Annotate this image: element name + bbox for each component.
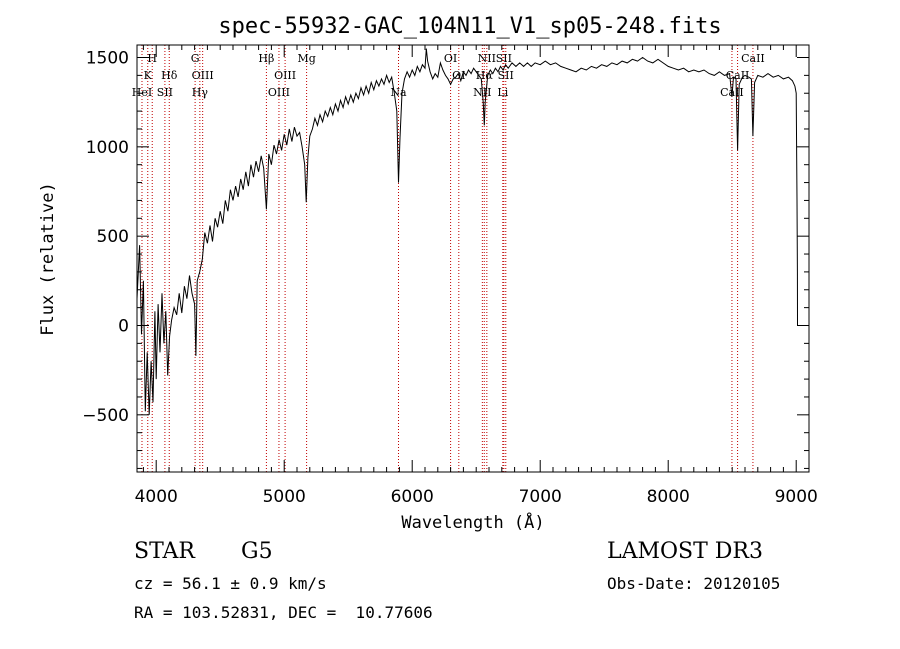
redshift-value: cz = 56.1 ± 0.9 km/s — [134, 574, 327, 593]
spectral-line-label: SII — [498, 69, 514, 82]
object-class: STAR — [134, 539, 195, 564]
x-axis-label: Wavelength (Å) — [401, 511, 544, 533]
x-tick-label: 8000 — [647, 487, 690, 507]
spectral-line-label: OIII — [274, 69, 296, 82]
object-subclass: G5 — [241, 539, 273, 564]
y-tick-label: 500 — [97, 227, 129, 247]
spectral-line-label: CaII — [741, 52, 765, 65]
spectral-line-label: Hδ — [161, 69, 178, 82]
x-tick-label: 7000 — [519, 487, 562, 507]
spectral-line-label: CaII — [726, 69, 750, 82]
coordinates: RA = 103.52831, DEC = 10.77606 — [134, 603, 433, 622]
chart-title: spec-55932-GAC_104N11_V1_sp05-248.fits — [218, 14, 721, 39]
spectral-line-label: OIII — [192, 69, 214, 82]
plot-frame — [136, 44, 810, 473]
spectral-line-label: OIII — [268, 86, 290, 99]
spectral-line-label: SII — [496, 52, 512, 65]
y-tick-label: 1500 — [86, 49, 129, 69]
spectral-line-label: H — [147, 52, 157, 65]
observation-date: Obs-Date: 20120105 — [607, 574, 781, 593]
survey-name: LAMOST DR3 — [607, 539, 763, 564]
spectral-line-label: Li — [497, 86, 508, 99]
spectral-line-label: HeI — [132, 86, 152, 99]
spectral-line-label: Hγ — [192, 86, 209, 99]
y-tick-label: 0 — [118, 316, 129, 336]
x-tick-label: 6000 — [391, 487, 434, 507]
spectral-line-label: Hβ — [258, 52, 274, 65]
spectrum-line — [136, 48, 798, 415]
spectral-line-label: NII — [478, 52, 496, 65]
spectral-line-label: G — [191, 52, 200, 65]
y-axis-label: Flux (relative) — [38, 182, 58, 336]
y-tick-label: 1000 — [86, 138, 129, 158]
spectral-line-label: Na — [390, 86, 407, 99]
spectral-line-label: OI — [444, 52, 457, 65]
spectral-line-label: Mg — [297, 52, 315, 65]
spectral-line-label: SII — [157, 86, 173, 99]
x-axis-ticks: 4000 5000 6000 7000 8000 9000 — [135, 45, 818, 507]
x-tick-label: 9000 — [775, 487, 818, 507]
x-tick-label: 5000 — [263, 487, 306, 507]
spectral-line-markers — [141, 45, 754, 472]
x-tick-label: 4000 — [135, 487, 178, 507]
spectral-line-label: K — [144, 69, 153, 82]
y-tick-label: −500 — [82, 406, 129, 426]
y-axis-ticks: −500 0 500 1000 1500 — [82, 49, 809, 469]
